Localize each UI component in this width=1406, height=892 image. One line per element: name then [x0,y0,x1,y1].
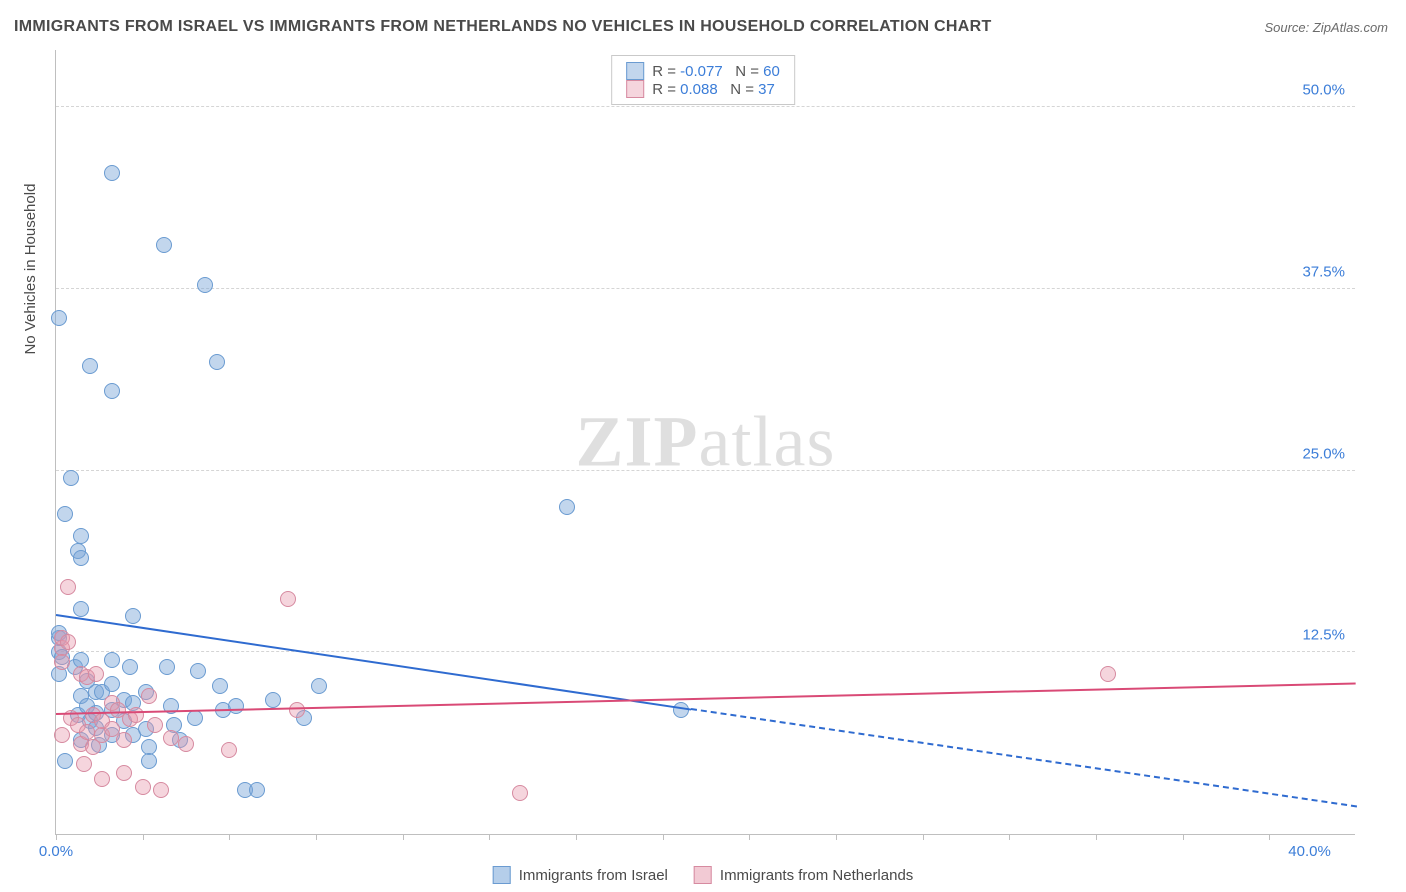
gridline [56,470,1355,471]
y-tick-label: 12.5% [1302,627,1345,644]
legend-swatch [493,866,511,884]
legend-stat-row: R = 0.088 N = 37 [626,80,780,98]
scatter-point [673,702,689,718]
x-tick [923,834,924,840]
correlation-chart: IMMIGRANTS FROM ISRAEL VS IMMIGRANTS FRO… [0,0,1406,892]
legend-stats: R = -0.077 N = 60R = 0.088 N = 37 [611,55,795,105]
scatter-point [82,358,98,374]
scatter-point [122,659,138,675]
scatter-point [280,591,296,607]
legend-swatch [694,866,712,884]
x-tick-label: 0.0% [39,843,73,860]
y-tick-label: 25.0% [1302,445,1345,462]
scatter-point [559,499,575,515]
y-axis-label: No Vehicles in Household [22,184,39,355]
x-tick [1096,834,1097,840]
x-tick [749,834,750,840]
scatter-point [125,608,141,624]
scatter-point [153,782,169,798]
trend-line [690,708,1356,807]
x-tick-label: 40.0% [1288,843,1331,860]
scatter-point [104,165,120,181]
gridline [56,288,1355,289]
scatter-point [228,698,244,714]
scatter-point [73,550,89,566]
legend-swatch [626,80,644,98]
legend-item: Immigrants from Netherlands [694,866,913,884]
scatter-point [141,753,157,769]
scatter-point [88,666,104,682]
watermark: ZIPatlas [576,401,836,484]
scatter-point [141,688,157,704]
x-tick [56,834,57,840]
scatter-point [60,579,76,595]
scatter-point [1100,666,1116,682]
scatter-point [209,354,225,370]
scatter-point [187,710,203,726]
scatter-point [178,736,194,752]
scatter-point [76,756,92,772]
x-tick [229,834,230,840]
scatter-point [104,383,120,399]
scatter-point [57,506,73,522]
scatter-point [116,765,132,781]
source-attribution: Source: ZipAtlas.com [1264,20,1388,35]
legend-label: Immigrants from Netherlands [720,867,913,884]
scatter-point [51,310,67,326]
y-tick-label: 37.5% [1302,263,1345,280]
legend-label: Immigrants from Israel [519,867,668,884]
scatter-point [104,652,120,668]
scatter-point [289,702,305,718]
scatter-point [197,277,213,293]
legend-item: Immigrants from Israel [493,866,668,884]
x-tick [663,834,664,840]
legend-swatch [626,62,644,80]
scatter-point [212,678,228,694]
x-tick [1269,834,1270,840]
legend-stat-text: R = 0.088 N = 37 [652,81,775,98]
legend-stat-text: R = -0.077 N = 60 [652,63,780,80]
scatter-point [73,528,89,544]
x-tick [576,834,577,840]
chart-title: IMMIGRANTS FROM ISRAEL VS IMMIGRANTS FRO… [14,18,992,36]
legend-stat-row: R = -0.077 N = 60 [626,62,780,80]
scatter-point [60,634,76,650]
scatter-point [128,707,144,723]
scatter-point [54,654,70,670]
x-tick [836,834,837,840]
gridline [56,651,1355,652]
scatter-point [147,717,163,733]
scatter-point [512,785,528,801]
scatter-point [57,753,73,769]
scatter-point [116,732,132,748]
scatter-point [94,771,110,787]
gridline [56,106,1355,107]
x-tick [143,834,144,840]
plot-area: ZIPatlas 12.5%25.0%37.5%50.0%0.0%40.0% [55,50,1355,835]
scatter-point [249,782,265,798]
x-tick [1183,834,1184,840]
scatter-point [135,779,151,795]
scatter-point [265,692,281,708]
x-tick [316,834,317,840]
scatter-point [159,659,175,675]
x-tick [489,834,490,840]
legend-series: Immigrants from Israel Immigrants from Ne… [493,866,914,884]
y-tick-label: 50.0% [1302,82,1345,99]
scatter-point [54,727,70,743]
x-tick [1009,834,1010,840]
scatter-point [63,470,79,486]
scatter-point [311,678,327,694]
scatter-point [73,601,89,617]
x-tick [403,834,404,840]
scatter-point [221,742,237,758]
scatter-point [156,237,172,253]
scatter-point [163,730,179,746]
scatter-point [104,676,120,692]
scatter-point [190,663,206,679]
